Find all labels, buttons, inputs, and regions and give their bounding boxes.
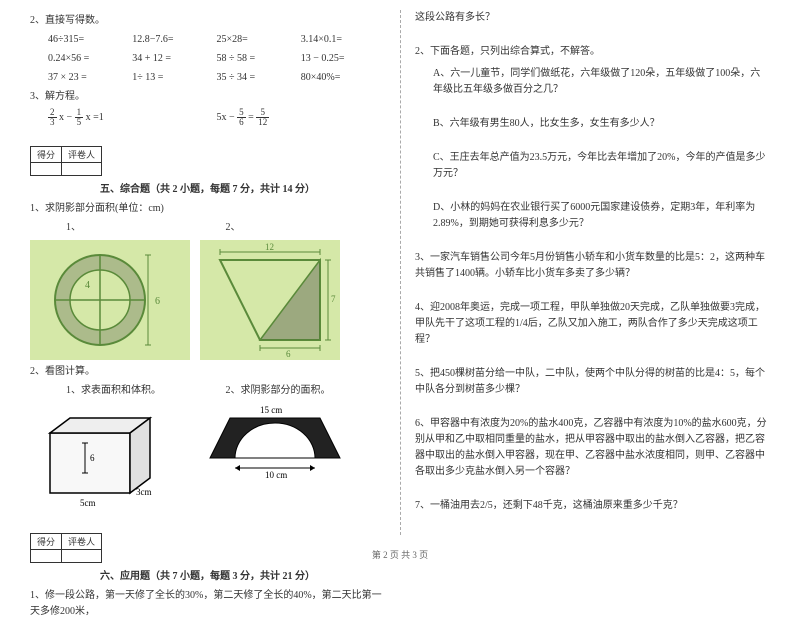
score-cell: 得分 bbox=[31, 147, 62, 163]
svg-text:6: 6 bbox=[286, 349, 291, 359]
c2-label-2: 2、求阴影部分的面积。 bbox=[226, 383, 386, 399]
svg-text:5cm: 5cm bbox=[80, 498, 96, 508]
svg-text:12: 12 bbox=[265, 242, 274, 252]
calc-2-2: 34 + 12 = bbox=[132, 51, 216, 67]
frac-d: 6 bbox=[237, 118, 246, 127]
app-q1: 1、修一段公路，第一天修了全长的30%，第二天修了全长的40%，第二天比第一天多… bbox=[30, 588, 385, 620]
calc-3-3: 35 ÷ 34 = bbox=[217, 70, 301, 86]
calc-1-3: 25×28= bbox=[217, 32, 301, 48]
trapezoid-figure: 12 7 6 bbox=[200, 240, 340, 360]
arch-figure: 15 cm 10 cm bbox=[190, 403, 360, 483]
c1-labels: 1、 2、 bbox=[30, 220, 385, 236]
section-5-title: 五、综合题（共 2 小题，每题 7 分，共计 14 分） bbox=[100, 180, 385, 195]
cuboid-figure: 6 3cm 5cm bbox=[30, 403, 180, 513]
r3: 3、一家汽车销售公司今年5月份销售小轿车和小货车数量的比是5：2，这两种车共销售… bbox=[415, 250, 770, 282]
svg-text:6: 6 bbox=[90, 453, 95, 463]
eq-pre: 5x − bbox=[217, 112, 238, 123]
calc-1-4: 3.14×0.1= bbox=[301, 32, 385, 48]
label-6: 6 bbox=[155, 296, 160, 307]
column-divider bbox=[400, 10, 401, 535]
label-4: 4 bbox=[85, 280, 90, 291]
q2-title: 2、直接写得数。 bbox=[30, 13, 385, 29]
svg-text:7: 7 bbox=[331, 294, 336, 304]
r2-title: 2、下面各题，只列出综合算式，不解答。 bbox=[415, 44, 770, 60]
calc-2-4: 13 − 0.25= bbox=[301, 51, 385, 67]
calc-row-3: 37 × 23 = 1÷ 13 = 35 ÷ 34 = 80×40%= bbox=[48, 70, 385, 86]
r2a: A、六一儿童节，同学们做纸花，六年级做了120朵，五年级做了100朵，六年级比五… bbox=[415, 66, 770, 98]
equation-2: 5x − 56 = 512 bbox=[217, 108, 386, 127]
svg-text:10 cm: 10 cm bbox=[265, 470, 287, 480]
frac-d: 3 bbox=[48, 118, 57, 127]
r2b: B、六年级有男生80人，比女生多，女生有多少人？ bbox=[415, 116, 770, 132]
q3-title: 3、解方程。 bbox=[30, 89, 385, 105]
frac-d: 12 bbox=[256, 118, 269, 127]
c1-title: 1、求阴影部分面积(单位：cm) bbox=[30, 201, 385, 217]
r2c: C、王庄去年总产值为23.5万元，今年比去年增加了20%，今年的产值是多少万元？ bbox=[415, 150, 770, 182]
page-footer: 第 2 页 共 3 页 bbox=[0, 548, 800, 561]
calc-3-2: 1÷ 13 = bbox=[132, 70, 216, 86]
svg-text:15 cm: 15 cm bbox=[260, 405, 282, 415]
blank-cell bbox=[31, 163, 62, 176]
svg-text:3cm: 3cm bbox=[136, 487, 152, 497]
eq-mid: = bbox=[248, 112, 256, 123]
r0-text: 这段公路有多长？ bbox=[415, 10, 770, 26]
c2-labels: 1、求表面积和体积。 2、求阴影部分的面积。 bbox=[30, 383, 385, 399]
calc-2-1: 0.24×56 = bbox=[48, 51, 132, 67]
c2-label-1: 1、求表面积和体积。 bbox=[66, 383, 226, 399]
blank-cell bbox=[62, 163, 102, 176]
r5: 5、把450棵树苗分给一中队，二中队，使两个中队分得的树苗的比是4：5，每个中队… bbox=[415, 366, 770, 398]
c1-label-1: 1、 bbox=[66, 220, 226, 236]
calc-row-2: 0.24×56 = 34 + 12 = 58 ÷ 58 = 13 − 0.25= bbox=[48, 51, 385, 67]
c1-label-2: 2、 bbox=[226, 220, 386, 236]
r4: 4、迎2008年奥运，完成一项工程，甲队单独做20天完成，乙队单独做要3完成，甲… bbox=[415, 300, 770, 348]
section-6-title: 六、应用题（共 7 小题，每题 3 分，共计 21 分） bbox=[100, 567, 385, 582]
r7: 7、一桶油用去2/5，还剩下48千克，这桶油原来重多少千克？ bbox=[415, 498, 770, 514]
grader-cell: 评卷人 bbox=[62, 147, 102, 163]
frac-d: 5 bbox=[75, 118, 84, 127]
calc-row-1: 46÷315= 12.8−7.6= 25×28= 3.14×0.1= bbox=[48, 32, 385, 48]
calc-3-1: 37 × 23 = bbox=[48, 70, 132, 86]
calc-1-2: 12.8−7.6= bbox=[132, 32, 216, 48]
c2-title: 2、看图计算。 bbox=[30, 364, 385, 380]
calc-3-4: 80×40%= bbox=[301, 70, 385, 86]
calc-1-1: 46÷315= bbox=[48, 32, 132, 48]
r6: 6、甲容器中有浓度为20%的盐水400克，乙容器中有浓度为10%的盐水600克，… bbox=[415, 416, 770, 480]
eq-tail: x =1 bbox=[86, 112, 104, 123]
r2d: D、小林的妈妈在农业银行买了6000元国家建设债券，定期3年，年利率为2.89%… bbox=[415, 200, 770, 232]
equation-1: 23 x − 15 x =1 bbox=[48, 108, 217, 127]
score-table-5: 得分 评卷人 bbox=[30, 146, 102, 176]
equation-row: 23 x − 15 x =1 5x − 56 = 512 bbox=[30, 108, 385, 127]
calc-2-3: 58 ÷ 58 = bbox=[217, 51, 301, 67]
circle-figure: 4 6 bbox=[30, 240, 190, 360]
